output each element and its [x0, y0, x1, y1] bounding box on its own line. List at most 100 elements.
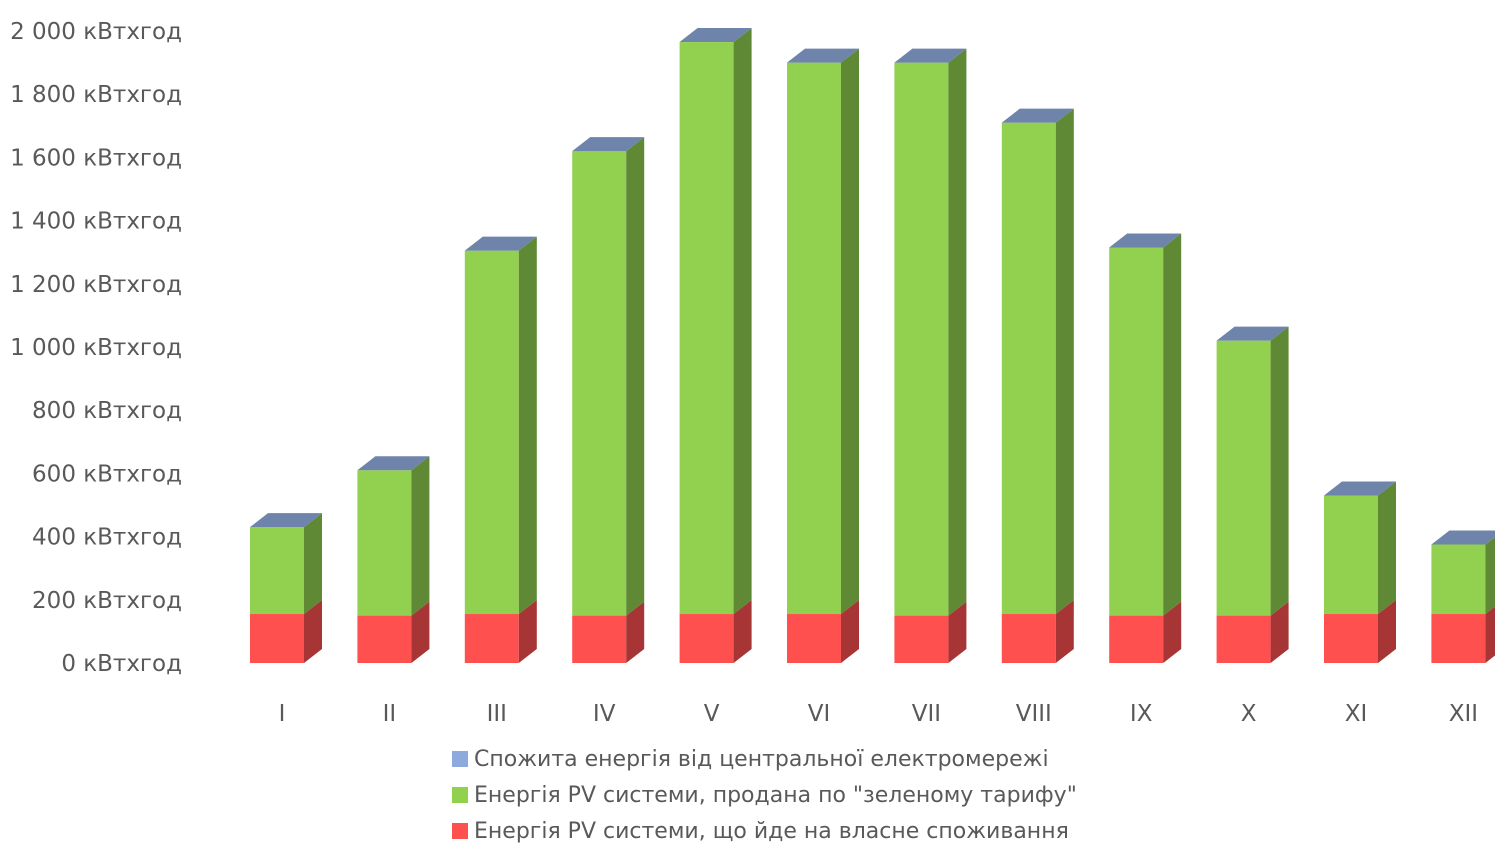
legend-item: Енергія PV системи, продана по "зеленому… — [452, 777, 1077, 813]
legend-item: Енергія PV системи, що йде на власне спо… — [452, 813, 1077, 849]
bar-segment-front — [357, 615, 412, 663]
bar-top-cap — [357, 456, 430, 471]
bar-segment-side — [841, 48, 859, 615]
bar-top-cap — [250, 513, 322, 528]
legend-label: Енергія PV системи, що йде на власне спо… — [474, 818, 1069, 844]
legend-label: Енергія PV системи, продана по "зеленому… — [474, 782, 1077, 808]
bar-segment-front — [572, 615, 627, 663]
bar-segment-front — [572, 151, 627, 616]
bar-segment-front — [250, 614, 304, 663]
bar-segment-side — [304, 600, 322, 663]
y-tick-label: 1 600 кВтхгод — [10, 145, 182, 171]
bar-segment-front — [464, 614, 519, 663]
bar-segment-side — [1055, 600, 1074, 663]
bar-segment-side — [1378, 481, 1396, 615]
bar-segment-front — [894, 615, 949, 663]
bar-segment-side — [733, 600, 752, 663]
bar-segment-front — [1216, 615, 1271, 663]
bar-top-cap — [787, 48, 859, 63]
y-tick-label: 0 кВтхгод — [61, 651, 182, 677]
bar-top-cap — [1431, 530, 1495, 545]
bar-segment-side — [1270, 326, 1289, 616]
bar-stack — [1431, 530, 1495, 663]
bar-segment-front — [250, 527, 304, 615]
bar-top-cap — [1324, 481, 1396, 496]
y-tick-label: 800 кВтхгод — [32, 398, 182, 424]
y-tick-label: 400 кВтхгод — [32, 525, 182, 551]
bar-stack — [1001, 108, 1074, 663]
x-tick-label: IV — [593, 701, 616, 727]
x-tick-label: VII — [912, 701, 941, 727]
bar-top-cap — [1109, 233, 1182, 248]
x-tick-label: II — [383, 701, 397, 727]
x-axis: I II III IV V VI VII VIII IX X XI XII — [279, 701, 1478, 727]
legend-swatch — [452, 787, 468, 803]
bar-stack — [572, 137, 645, 663]
x-tick-label: VIII — [1016, 701, 1052, 727]
y-tick-label: 1 200 кВтхгод — [10, 272, 182, 298]
bar-segment-front — [1001, 122, 1056, 615]
bar-segment-front — [787, 614, 841, 663]
bar-segment-side — [1485, 537, 1495, 615]
bar-segment-front — [1109, 615, 1164, 663]
bar-segment-front — [1431, 614, 1486, 663]
bar-segment-side — [518, 236, 537, 615]
bar-segment-front — [894, 62, 949, 616]
bar-segment-front — [1324, 495, 1378, 615]
bar-segment-side — [518, 600, 537, 663]
bar-segment-side — [626, 601, 645, 663]
bar-stack — [787, 48, 859, 663]
bar-segment-side — [1270, 601, 1289, 663]
bar-segment-front — [464, 250, 519, 615]
x-tick-label: V — [704, 701, 720, 727]
bar-segment-side — [411, 601, 430, 663]
bar-segment-side — [626, 137, 645, 616]
bar-top-cap — [1001, 108, 1074, 123]
bar-segment-side — [1163, 601, 1182, 663]
bar-top-cap — [679, 28, 752, 43]
legend: Спожита енергія від центральної електром… — [452, 741, 1077, 849]
x-tick-label: X — [1241, 701, 1257, 727]
y-tick-label: 600 кВтхгод — [32, 461, 182, 487]
bar-segment-front — [679, 42, 734, 615]
bar-segment-side — [733, 28, 752, 615]
bar-segment-front — [1001, 614, 1056, 663]
bar-segment-side — [1378, 600, 1396, 663]
bar-segment-front — [679, 614, 734, 663]
bar-stack — [1324, 481, 1396, 663]
bar-segment-side — [1163, 233, 1182, 616]
bar-segment-side — [304, 513, 322, 615]
x-tick-label: XI — [1345, 701, 1368, 727]
bar-top-cap — [572, 137, 645, 152]
y-tick-label: 200 кВтхгод — [32, 588, 182, 614]
legend-item: Спожита енергія від центральної електром… — [452, 741, 1077, 777]
y-axis: 0 кВтхгод 200 кВтхгод 400 кВтхгод 600 кВтхг… — [10, 19, 182, 677]
bar-stack — [679, 28, 752, 663]
bar-segment-side — [1055, 108, 1074, 615]
bar-stack — [464, 236, 537, 663]
bar-segment-side — [841, 600, 859, 663]
x-tick-label: IX — [1130, 701, 1153, 727]
bar-segment-side — [1485, 606, 1495, 663]
bar-segment-front — [787, 62, 841, 615]
bar-stack — [250, 513, 322, 663]
x-tick-label: XII — [1449, 701, 1478, 727]
bar-segment-front — [1324, 614, 1378, 663]
legend-swatch — [452, 751, 468, 767]
y-tick-label: 1 000 кВтхгод — [10, 335, 182, 361]
bar-top-cap — [1216, 326, 1289, 341]
bars-layer — [250, 28, 1495, 663]
legend-swatch — [452, 823, 468, 839]
bar-segment-front — [1216, 340, 1271, 616]
bar-top-cap — [464, 236, 537, 251]
y-tick-label: 2 000 кВтхгод — [10, 19, 182, 45]
y-tick-label: 1 800 кВтхгод — [10, 82, 182, 108]
bar-segment-side — [948, 601, 967, 663]
y-tick-label: 1 400 кВтхгод — [10, 209, 182, 235]
x-tick-label: VI — [808, 701, 831, 727]
bar-segment-front — [1431, 544, 1486, 615]
bar-stack — [1216, 326, 1289, 663]
bar-segment-side — [948, 48, 967, 616]
bar-segment-side — [411, 456, 430, 616]
